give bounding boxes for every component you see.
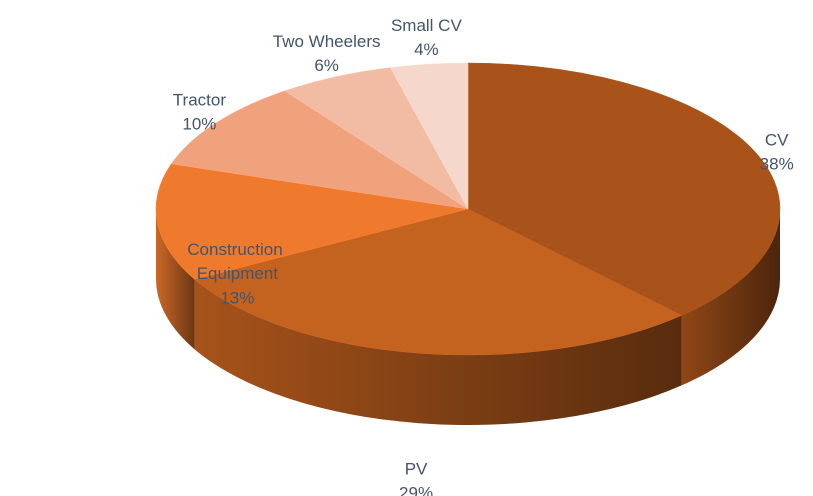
slice-value-label: 29% [399,483,433,496]
label-line: Equipment [197,264,279,283]
slice-value-label: 4% [414,40,439,59]
slice-side [681,209,780,386]
slice-label: Tractor [173,90,227,109]
slice [467,62,781,316]
slice-value-label: 10% [182,114,216,133]
slice-side [156,209,195,350]
slice-label: Two Wheelers [273,32,381,51]
slice-label: CV [765,131,789,150]
slice-value-label: 6% [314,56,339,75]
slice-label: Construction Equipment [187,240,287,283]
slice [390,62,469,210]
slice-value-label: 38% [760,155,794,174]
slice-value-label: 13% [220,288,254,307]
slice-side [194,279,682,425]
slice-label: Small CV [391,16,463,35]
slice-label: PV [405,459,428,478]
slice [194,208,683,356]
slice [170,90,469,210]
slice [155,163,469,280]
label-line: Construction [187,240,287,259]
